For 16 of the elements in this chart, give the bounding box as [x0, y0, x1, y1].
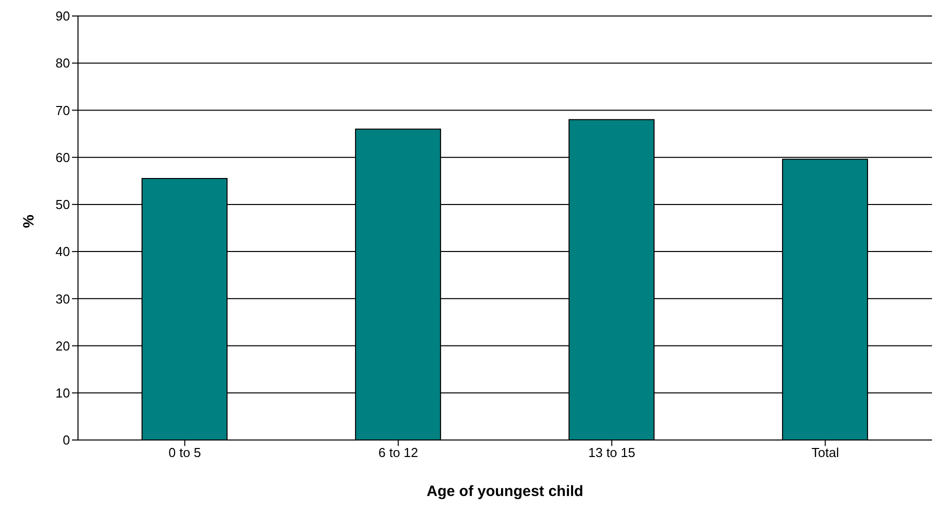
- y-tick-label: 50: [56, 197, 70, 212]
- y-axis-title: %: [20, 214, 38, 228]
- x-tick-label: Total: [812, 445, 840, 460]
- y-tick-label: 10: [56, 386, 70, 401]
- y-tick-label: 90: [56, 8, 70, 24]
- y-tick-label: 70: [56, 102, 70, 118]
- y-tick-label: 80: [56, 56, 70, 71]
- y-tick-label: 20: [56, 338, 70, 354]
- x-tick-label: 6 to 12: [378, 445, 418, 460]
- x-tick-label: 13 to 15: [588, 445, 636, 460]
- y-tick-label: 30: [56, 291, 70, 306]
- x-axis-title: Age of youngest child: [426, 483, 584, 500]
- y-tick-label: 0: [62, 432, 70, 448]
- x-tick-label: 0 to 5: [168, 445, 202, 460]
- y-tick-label: 60: [56, 150, 70, 165]
- y-tick-label: 40: [56, 244, 70, 260]
